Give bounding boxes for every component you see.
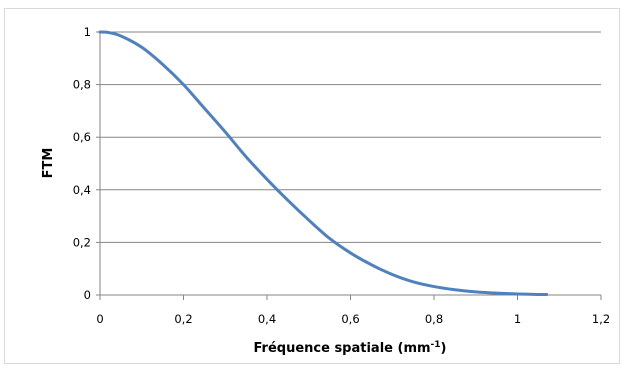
chart-frame	[4, 8, 620, 364]
x-tick-label: 1,2	[592, 312, 610, 326]
gridlines	[100, 31, 601, 243]
series-lines	[98, 30, 549, 297]
x-tick-label: 0,2	[174, 312, 192, 326]
y-tick-label: 0	[84, 288, 91, 302]
x-tick-label: 0	[96, 312, 103, 326]
x-axis-title-suffix: )	[441, 341, 447, 356]
y-tick-label: 0,2	[73, 235, 91, 249]
y-axis-title: FTM	[41, 148, 56, 179]
x-tick-label: 0,6	[341, 312, 359, 326]
x-tick-label: 0,4	[258, 312, 276, 326]
x-tick-labels: 0 0,2 0,4 0,6 0,8 1 1,2	[96, 312, 610, 326]
x-tick-label: 0,8	[425, 312, 443, 326]
x-axis-title-exponent: -1	[431, 340, 441, 350]
x-tick-label: 1	[514, 312, 521, 326]
x-axis-title-main: Fréquence spatiale (mm	[253, 341, 430, 356]
y-tick-label: 1	[84, 25, 91, 39]
mtf-series-line	[98, 30, 549, 297]
x-axis-title: Fréquence spatiale (mm-1)	[253, 340, 446, 356]
y-tick-label: 0,4	[73, 183, 91, 197]
y-tick-label: 0,8	[73, 78, 91, 92]
y-tick-label: 0,6	[73, 130, 91, 144]
y-tick-labels: 0 0,2 0,4 0,6 0,8 1	[73, 25, 91, 302]
